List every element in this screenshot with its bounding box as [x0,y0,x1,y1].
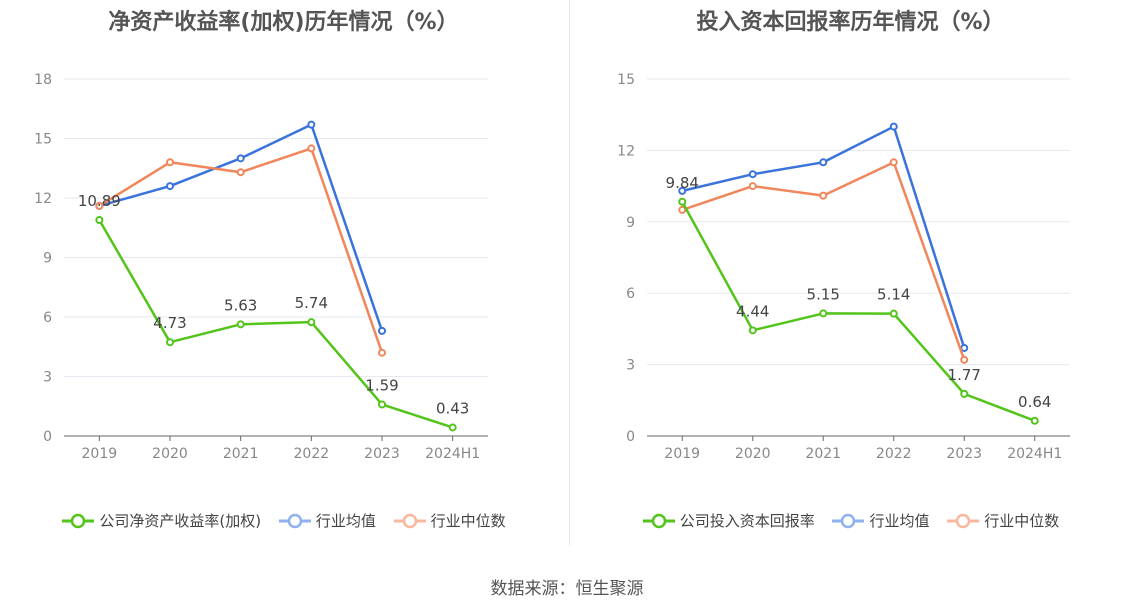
data-label: 10.89 [78,192,121,210]
industry-median-point [960,355,969,364]
legend-item-median[interactable]: 行业中位数 [393,510,506,531]
company-point [166,338,174,347]
industry-avg-point [378,326,386,335]
industry-median-point [378,348,386,357]
legend-label: 行业均值 [869,512,930,530]
company-point [819,309,828,318]
company-point [960,389,969,398]
x-tick-label: 2020 [735,446,771,462]
company-line [98,219,454,429]
y-tick-label: 18 [34,72,52,88]
company-point [889,309,898,318]
company-point [1030,416,1039,425]
legend-label: 公司投入资本回报率 [679,512,815,530]
x-tick-label: 2024H1 [1007,446,1062,462]
industry-median-point [95,201,104,210]
legend-item-company[interactable]: 公司净资产收益率(加权) [61,510,261,531]
x-tick-label: 2021 [805,446,841,462]
data-label: 5.15 [807,285,840,303]
data-label: 5.63 [224,296,257,314]
y-tick-label: 9 [43,251,52,267]
x-tick-label: 2022 [876,446,912,462]
industry-median-point [307,144,316,153]
x-tick-label: 2023 [364,446,400,462]
data-label: 5.14 [877,286,910,304]
legend-item-avg[interactable]: 行业均值 [831,510,930,531]
x-tick-label: 2023 [946,446,982,462]
data-label: 4.73 [153,314,186,332]
roic-chart-panel: 投入资本回报率历年情况（%） 0 3 6 9 12 15 2019 2020 2021 2022 2… [567,0,1134,560]
x-tick-label: 2019 [82,446,118,462]
company-point [307,318,316,327]
industry-avg-point [307,120,316,129]
legend-item-avg[interactable]: 行业均值 [278,510,376,531]
industry-median-point [748,182,757,191]
x-tick-label: 2020 [152,446,188,462]
roic-plot: 0 3 6 9 12 15 2019 2020 2021 2022 2023 2024H1 9.84 4.… [617,72,1070,462]
industry-avg-point [236,154,245,163]
data-label: 0.43 [436,399,469,417]
y-tick-label: 0 [626,429,635,445]
data-label: 5.74 [295,294,328,312]
industry-median-point [236,168,245,177]
legend-label: 行业均值 [315,512,376,530]
x-tick-label: 2024H1 [425,446,480,462]
panel-divider [569,0,570,545]
legend: 公司净资产收益率(加权) 行业均值 行业中位数 [0,510,567,533]
roe-plot: 0 3 6 9 12 15 18 2019 2020 2021 2022 2023 2024H1 10.8… [34,72,488,462]
company-point [378,400,386,409]
industry-avg-point [889,122,898,131]
legend: 公司投入资本回报率 行业均值 行业中位数 [567,510,1134,533]
industry-median-point [889,158,898,167]
y-tick-label: 15 [617,72,635,88]
data-label: 0.64 [1018,393,1051,411]
legend-label: 行业中位数 [430,512,506,530]
company-point [236,320,245,329]
legend-label: 公司净资产收益率(加权) [99,512,262,530]
roe-chart-panel: 净资产收益率(加权)历年情况（%） 0 3 6 9 12 15 18 2019 2020 2021… [0,0,567,560]
y-tick-label: 15 [34,132,52,148]
legend-label: 行业中位数 [984,512,1060,530]
x-tick-label: 2021 [223,446,259,462]
y-tick-label: 6 [43,310,52,326]
industry-median-point [819,191,828,200]
y-tick-label: 3 [626,358,635,374]
industry-median-point [678,205,687,214]
data-label: 4.44 [736,302,769,320]
y-tick-label: 0 [43,429,52,445]
x-tick-label: 2019 [664,446,700,462]
industry-avg-point [678,186,687,195]
y-tick-label: 12 [34,191,52,207]
y-tick-label: 12 [617,143,635,159]
data-label: 1.77 [948,366,981,384]
company-point [95,216,104,225]
chart-title: 净资产收益率(加权)历年情况（%） [108,10,459,35]
x-tick-label: 2022 [294,446,330,462]
company-point [748,326,757,335]
company-line [681,201,1036,422]
industry-avg-point [819,158,828,167]
industry-avg-point [166,182,174,191]
data-label: 1.59 [365,376,398,394]
industry-median-point [166,158,174,167]
company-point [448,423,457,432]
industry-avg-point [960,343,969,352]
chart-title: 投入资本回报率历年情况（%） [696,10,1005,35]
y-tick-label: 3 [43,370,52,386]
legend-item-company[interactable]: 公司投入资本回报率 [642,510,815,531]
industry-avg-point [748,170,757,179]
y-tick-label: 6 [626,286,635,302]
data-source: 数据来源：恒生聚源 [490,579,644,599]
company-point [678,197,687,206]
y-tick-label: 9 [626,215,635,231]
legend-item-median[interactable]: 行业中位数 [946,510,1059,531]
data-label: 9.84 [666,174,699,192]
